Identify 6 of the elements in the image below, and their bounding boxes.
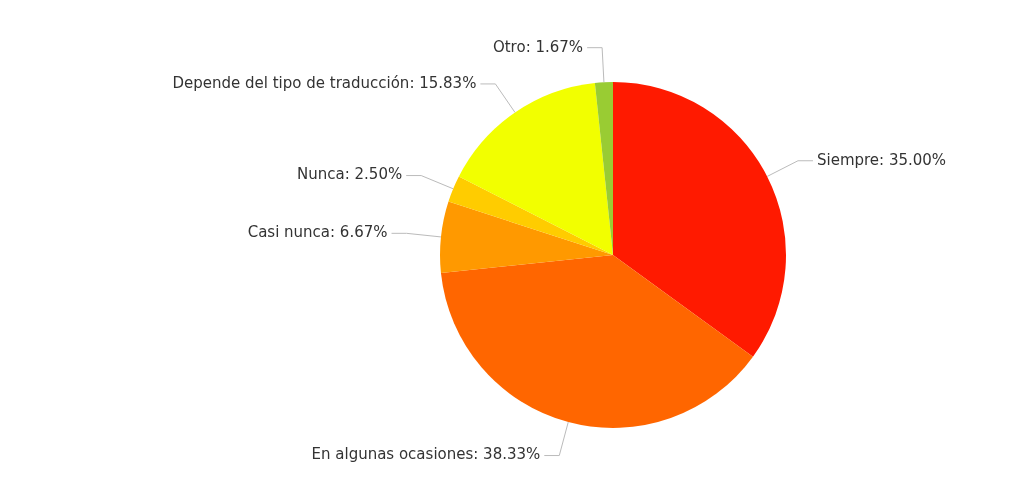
slice-label: Siempre: 35.00% [816,150,947,169]
slice-label: Depende del tipo de traducción: 15.83% [172,73,477,92]
slice-label: Otro: 1.67% [492,37,584,56]
slice-label: Casi nunca: 6.67% [247,223,388,242]
slice-label: Nunca: 2.50% [297,165,403,184]
slice-label: En algunas ocasiones: 38.33% [311,445,541,464]
